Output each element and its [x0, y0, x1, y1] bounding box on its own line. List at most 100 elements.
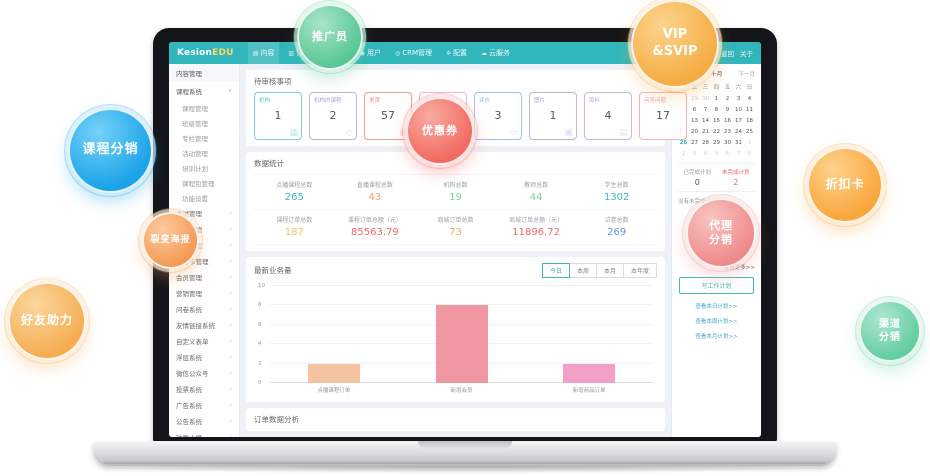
tab-active[interactable]: 今日	[541, 263, 570, 278]
sidebar-item[interactable]: 功能设置	[182, 194, 208, 203]
calendar-day[interactable]: 20	[691, 128, 698, 135]
plan-link[interactable]: 查看本月计划>>	[695, 334, 738, 340]
plan-summary: 已完成计划 0 未完成计划 2	[678, 163, 755, 187]
tab-period[interactable]: 本周	[568, 263, 597, 278]
stat-label: 教师总数	[524, 182, 549, 189]
sidebar-group[interactable]: 投票系统	[169, 381, 239, 397]
plan-done-value: 0	[694, 178, 700, 187]
calendar-day[interactable]: 8	[747, 150, 752, 157]
chart-bar[interactable]	[307, 363, 360, 383]
nav-item[interactable]: ✲ 配置	[441, 42, 472, 64]
calendar-day[interactable]: 18	[746, 117, 753, 124]
calendar-day[interactable]: 30	[724, 139, 731, 146]
calendar-day[interactable]: 2	[681, 150, 686, 157]
sidebar-item[interactable]: 班级管理	[182, 119, 208, 128]
sidebar-item[interactable]: 课程包管理	[182, 179, 215, 188]
calendar-day[interactable]: 15	[713, 117, 720, 124]
nav-item[interactable]: ▤ 内容	[247, 42, 280, 64]
calendar-day[interactable]: 14	[702, 117, 709, 124]
calendar-day[interactable]: 23	[724, 128, 731, 135]
sidebar-group[interactable]: 营销管理	[169, 285, 239, 301]
plan-link[interactable]: 查看本日计划>>	[695, 304, 738, 310]
y-axis-tick: 2	[258, 360, 262, 367]
calendar-day[interactable]: 7	[703, 106, 708, 113]
truck-icon: ▣	[399, 128, 408, 138]
sidebar-group[interactable]: 微信公众号	[169, 365, 239, 381]
calendar-day[interactable]: 6	[725, 150, 730, 157]
bubble-label: VIP &SVIP	[652, 27, 698, 59]
calendar-day[interactable]: 6	[692, 106, 697, 113]
gridline	[270, 285, 653, 286]
calendar-day[interactable]: 29	[691, 95, 698, 102]
sidebar-group[interactable]: 社群小组	[169, 429, 239, 437]
review-card[interactable]: 资料 4 ▤	[584, 92, 632, 140]
calendar-day[interactable]: 21	[702, 128, 709, 135]
review-card-label: 机构的课程	[314, 98, 342, 104]
sidebar-group[interactable]: 公告系统	[169, 413, 239, 429]
sidebar-item[interactable]: 课程管理	[182, 104, 208, 113]
review-card[interactable]: 机构的课程 2 ◇	[309, 92, 357, 140]
sidebar-item[interactable]: 培训计划	[182, 164, 208, 173]
review-card[interactable]: 评价 3 ▭	[474, 92, 522, 140]
chart-bar[interactable]	[435, 305, 488, 383]
nav-link-back[interactable]: 返回	[721, 50, 734, 58]
calendar-day[interactable]: 8	[714, 106, 719, 113]
calendar-day[interactable]: 1	[747, 139, 752, 146]
sidebar-group-course[interactable]: 课程系统	[169, 82, 239, 100]
sidebar-group[interactable]: 广告系统	[169, 397, 239, 413]
calendar-day[interactable]: 4	[703, 150, 708, 157]
calendar-day[interactable]: 22	[713, 128, 720, 135]
calendar-day[interactable]: 31	[735, 139, 742, 146]
chart-bar[interactable]	[563, 363, 616, 383]
calendar-day[interactable]: 13	[691, 117, 698, 124]
calendar-day[interactable]: 28	[702, 139, 709, 146]
calendar-day[interactable]: 26	[679, 139, 688, 146]
sidebar-group[interactable]: 考试管理	[169, 205, 239, 221]
calendar-day[interactable]: 7	[736, 150, 741, 157]
calendar-day[interactable]: 11	[746, 106, 753, 113]
review-card[interactable]: 问答问题 17?	[639, 92, 687, 140]
sidebar-group[interactable]: 会员管理	[169, 269, 239, 285]
sidebar-group-label: 友情链接系统	[176, 322, 215, 330]
calendar-next-button[interactable]: 下一月	[738, 71, 755, 78]
sidebar-group[interactable]: 问卷系统	[169, 301, 239, 317]
calendar-day[interactable]: 1	[714, 95, 719, 102]
calendar-day[interactable]: 27	[691, 139, 698, 146]
sidebar-group[interactable]: 浮层系统	[169, 349, 239, 365]
review-card[interactable]: 发货 57 ▣	[364, 92, 412, 140]
sidebar-group[interactable]: 学习卡管理	[169, 253, 239, 269]
sidebar-group[interactable]: 友情链接系统	[169, 317, 239, 333]
tab-period[interactable]: 本月	[595, 263, 624, 278]
nav-item[interactable]: ◉ 用户	[355, 42, 386, 64]
calendar-day[interactable]: 30	[702, 95, 709, 102]
calendar-day[interactable]: 5	[714, 150, 719, 157]
calendar-day[interactable]: 24	[735, 128, 742, 135]
calendar-day[interactable]: 10	[735, 106, 742, 113]
sidebar-group-label: 社群小组	[176, 432, 202, 437]
calendar-day[interactable]: 29	[713, 139, 720, 146]
sidebar-group[interactable]: 自定义表单	[169, 333, 239, 349]
calendar-day[interactable]: 17	[735, 117, 742, 124]
calendar-day[interactable]: 25	[746, 128, 753, 135]
calendar-day[interactable]: 3	[692, 150, 697, 157]
write-plan-button[interactable]: 写工作计划	[679, 277, 754, 294]
plan-more-link[interactable]: 查看更多>>	[723, 265, 755, 271]
plan-link[interactable]: 查看本周计划>>	[695, 319, 738, 325]
calendar-day[interactable]: 2	[725, 95, 730, 102]
calendar-day[interactable]: 3	[736, 95, 741, 102]
bubble-course-dist: 课程分销	[68, 108, 153, 193]
calendar-day[interactable]: 16	[724, 117, 731, 124]
stat-value: 19	[449, 192, 462, 203]
nav-link-about[interactable]: 关于	[740, 50, 753, 58]
review-card-value: 57	[381, 109, 395, 122]
calendar-day[interactable]: 4	[747, 95, 752, 102]
plan-links: 查看本日计划>> 查看本周计划>> 查看本月计划>>	[678, 302, 755, 340]
tab-period[interactable]: 本年度	[622, 263, 657, 278]
review-card[interactable]: 机构 1 ▦	[254, 92, 302, 140]
sidebar-item[interactable]: 活动管理	[182, 149, 208, 158]
nav-item[interactable]: ◎ CRM管理	[390, 42, 437, 64]
sidebar-item[interactable]: 专栏管理	[182, 134, 208, 143]
review-card[interactable]: 图片 1 ▣	[529, 92, 577, 140]
calendar-day[interactable]: 9	[725, 106, 730, 113]
nav-item[interactable]: ☁ 云服务	[476, 42, 515, 64]
